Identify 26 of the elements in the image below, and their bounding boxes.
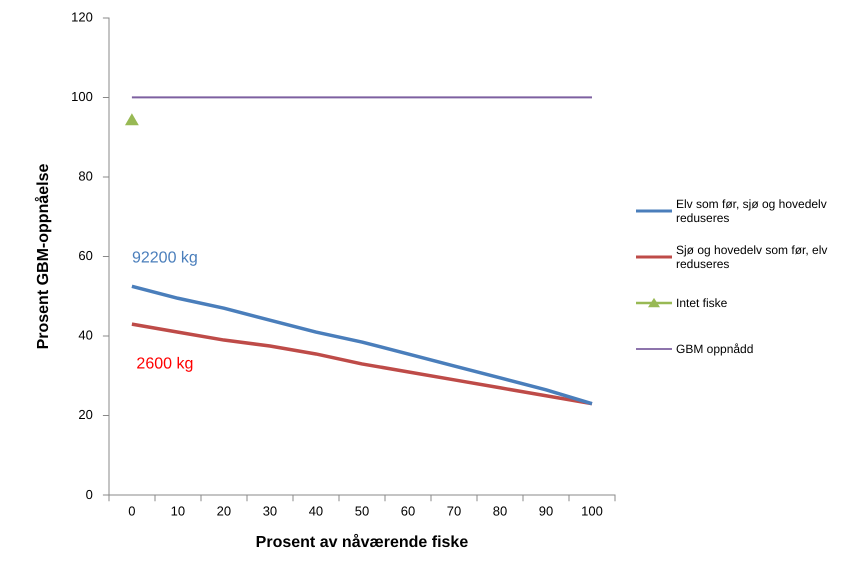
x-tick-label: 30 <box>262 504 278 519</box>
y-tick-label: 20 <box>78 407 93 422</box>
x-tick-label: 100 <box>581 504 603 519</box>
legend-label: Sjø og hovedelv som før, elv reduseres <box>676 243 828 271</box>
x-tick-label: 10 <box>170 504 186 519</box>
legend-label: Intet fiske <box>676 296 728 310</box>
y-axis-title: Prosent GBM-oppnåelse <box>34 164 52 350</box>
legend-label: GBM oppnådd <box>676 342 754 356</box>
x-tick-label: 80 <box>492 504 508 519</box>
x-tick-label: 60 <box>400 504 416 519</box>
x-tick-label: 90 <box>538 504 554 519</box>
x-tick-label: 50 <box>354 504 370 519</box>
annotation: 92200 kg <box>132 250 198 267</box>
annotation: 2600 kg <box>136 356 194 373</box>
y-tick-label: 40 <box>78 328 93 343</box>
x-tick-label: 70 <box>446 504 462 519</box>
y-tick-label: 100 <box>71 88 93 104</box>
legend-label: Elv som før, sjø og hovedelv reduseres <box>676 197 828 225</box>
x-tick-label: 20 <box>216 504 232 519</box>
y-tick-label: 80 <box>78 168 93 184</box>
y-tick-label: 120 <box>71 9 93 24</box>
x-tick-label: 40 <box>308 504 324 519</box>
y-tick-label: 0 <box>86 486 93 502</box>
x-tick-label: 0 <box>128 504 136 519</box>
y-tick-label: 60 <box>78 248 93 264</box>
x-axis-title: Prosent av nåværende fiske <box>256 532 468 551</box>
